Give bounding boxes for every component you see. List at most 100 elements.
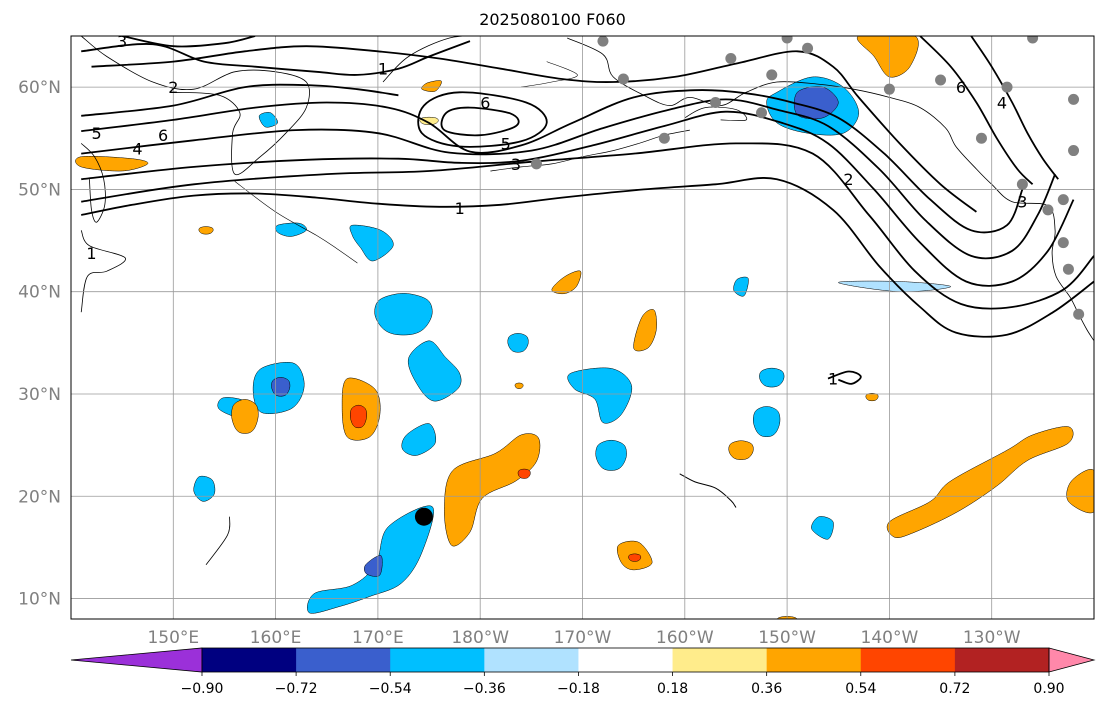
colorbar-tick-label: 0.90 <box>1033 681 1064 697</box>
negative-anomaly <box>193 475 216 502</box>
coastline-layer <box>80 36 1094 566</box>
coastline-north-america <box>567 37 1094 342</box>
positive-anomaly <box>1066 469 1094 514</box>
contour-label: 1 <box>378 60 388 79</box>
contour-4 <box>81 98 1056 260</box>
latitude-tick-label: 40°N <box>18 283 61 303</box>
latitude-tick-label: 30°N <box>18 385 61 405</box>
contour-6-west <box>81 83 399 117</box>
contour-1 <box>81 177 1094 338</box>
longitude-tick-label: 140°W <box>861 628 919 648</box>
contour-label: 6 <box>158 126 168 145</box>
contour-2 <box>81 142 1094 310</box>
positive-anomaly-band <box>444 433 541 547</box>
negative-anomaly-core <box>271 377 291 397</box>
positive-anomaly-core <box>517 468 531 479</box>
contour-label: 5 <box>501 134 511 153</box>
negative-anomaly-tropical-band <box>307 505 434 614</box>
positive-anomaly-core <box>349 404 367 429</box>
coastline-kodiak <box>684 106 748 121</box>
colorbar-tick-label: −0.54 <box>369 681 412 697</box>
hawaiian-islands <box>679 473 737 508</box>
negative-anomaly <box>507 333 529 353</box>
colorbar-swatch <box>390 648 485 672</box>
contour-2-north <box>81 40 471 76</box>
negative-anomaly <box>401 423 436 456</box>
colorbar-tick-label: 0.36 <box>751 681 782 697</box>
station-marker <box>935 74 947 86</box>
colorbar-under-arrow <box>70 647 203 673</box>
negative-anomaly <box>567 367 633 424</box>
station-marker <box>1001 81 1013 93</box>
station-layer <box>414 36 1085 526</box>
colorbar-swatch <box>766 648 862 672</box>
station-marker <box>1027 36 1039 44</box>
latitude-tick-label: 20°N <box>18 487 61 507</box>
contour-label: 1 <box>86 244 96 263</box>
negative-anomaly <box>374 293 433 336</box>
colorbar-tick-label: 0.72 <box>939 681 970 697</box>
contour-label: 6 <box>956 78 966 97</box>
station-marker <box>725 53 737 65</box>
station-marker <box>1057 237 1069 249</box>
map-frame <box>70 35 1095 620</box>
latitude-tick-label: 10°N <box>18 590 61 610</box>
contour-6-inner <box>440 106 520 137</box>
station-marker <box>802 42 814 54</box>
longitude-tick-label: 180°W <box>451 628 509 648</box>
colorbar-frame <box>201 647 1050 673</box>
station-marker <box>1068 93 1080 105</box>
colorbar-tick-label: 0.54 <box>845 681 876 697</box>
contour-label: 1 <box>828 370 838 389</box>
latitude-tick-label: 60°N <box>18 78 61 98</box>
positive-anomaly <box>198 226 214 235</box>
station-marker <box>1062 263 1074 275</box>
contour-3 <box>81 110 1075 287</box>
negative-anomaly <box>275 222 307 237</box>
contour-1-north <box>91 45 977 213</box>
contour-label: 4 <box>132 140 142 159</box>
contour-label: 2 <box>168 78 178 97</box>
negative-anomaly <box>811 516 834 540</box>
contour-6 <box>417 91 548 148</box>
positive-anomaly <box>865 393 879 402</box>
positive-anomaly <box>551 270 582 295</box>
contour-label: 6 <box>480 93 490 112</box>
axis-labels: 150°E 160°E 170°E 180°W 170°W 160°W 150°W 140°W… <box>18 78 1021 648</box>
negative-anomaly <box>258 112 278 128</box>
negative-anomaly <box>759 367 785 388</box>
positive-anomaly-band-east <box>886 426 1074 538</box>
colorbar-swatch <box>296 648 391 672</box>
mariana-islands <box>205 516 231 566</box>
station-marker <box>766 69 778 81</box>
positive-anomaly <box>728 440 754 460</box>
negative-anomaly <box>349 224 394 262</box>
station-marker <box>709 96 721 108</box>
negative-anomaly <box>595 439 627 471</box>
positive-anomaly-core <box>628 553 642 562</box>
colorbar-swatch <box>484 648 579 672</box>
longitude-tick-label: 170°W <box>554 628 612 648</box>
longitude-tick-label: 150°W <box>758 628 816 648</box>
station-marker <box>1068 145 1080 157</box>
colorbar-over-arrow <box>1048 647 1096 673</box>
weak-positive-anomaly <box>419 116 439 125</box>
contour-label: 4 <box>997 93 1007 112</box>
longitude-tick-label: 130°W <box>963 628 1021 648</box>
colorbar-swatch <box>860 648 956 672</box>
contour-4-east <box>970 36 1059 180</box>
colorbar-swatch <box>578 648 674 672</box>
contour-label: 2 <box>843 170 853 189</box>
contour-3-north <box>122 36 256 48</box>
contour-layer <box>81 36 1094 385</box>
contour-label: 1 <box>455 199 465 218</box>
map-title: 2025080100 F060 <box>479 10 626 29</box>
station-marker <box>597 36 609 47</box>
negative-anomaly <box>753 406 781 437</box>
station-marker <box>781 36 793 44</box>
contour-6-east <box>919 36 1034 185</box>
colorbar-tick-label: 0.18 <box>657 681 688 697</box>
station-marker <box>756 107 768 119</box>
